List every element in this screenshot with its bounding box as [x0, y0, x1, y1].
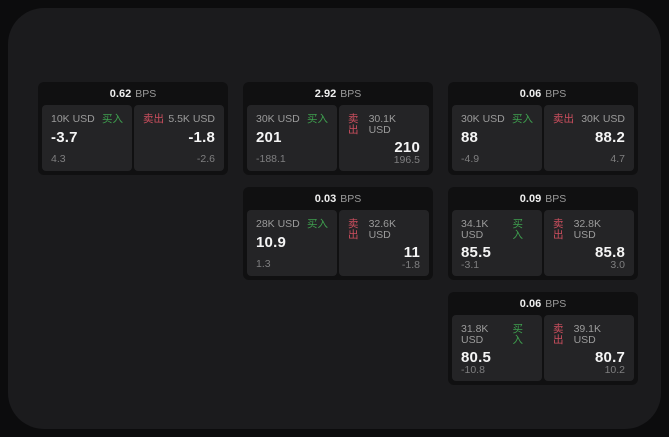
sell-side-label: 卖出 [348, 113, 359, 136]
buy-side-label: 买入 [307, 113, 328, 125]
buy-tile[interactable]: 30K USD 买入 88 -4.9 [452, 105, 542, 171]
bps-unit-label: BPS [340, 192, 362, 205]
bps-unit-label: BPS [545, 297, 567, 310]
buy-price: 10.9 [256, 233, 286, 251]
buy-delta: -3.1 [461, 259, 480, 271]
sell-tile[interactable]: 卖出 32.8K USD 85.8 3.0 [544, 210, 634, 276]
sell-side-label: 卖出 [348, 218, 359, 241]
buy-tile[interactable]: 30K USD 买入 201 -188.1 [247, 105, 337, 171]
buy-delta: -188.1 [256, 152, 286, 165]
sell-tile[interactable]: 卖出 5.5K USD -1.8 -2.6 [134, 105, 224, 171]
quote-card: 0.09 BPS 34.1K USD 买入 85.5 -3.1 卖出 32.8K… [448, 187, 638, 280]
buy-amount: 30K USD [461, 113, 505, 125]
buy-price: 80.5 [461, 349, 491, 366]
bps-unit-label: BPS [340, 87, 362, 100]
sell-delta: -1.8 [401, 259, 420, 271]
bps-unit-label: BPS [545, 192, 567, 205]
buy-amount: 34.1K USD [461, 218, 489, 241]
spread-bps-value: 0.03 [314, 192, 337, 205]
spread-bps-value: 0.09 [519, 192, 542, 205]
sell-tile[interactable]: 卖出 30.1K USD 210 196.5 [339, 105, 429, 171]
spread-bps-value: 0.06 [519, 297, 542, 310]
sell-amount: 39.1K USD [573, 323, 602, 346]
sell-side-label: 卖出 [553, 218, 564, 241]
spread-bps-value: 2.92 [314, 87, 337, 100]
sell-delta: 196.5 [393, 154, 420, 166]
quote-card: 0.06 BPS 31.8K USD 买入 80.5 -10.8 卖出 39.1… [448, 292, 638, 385]
buy-side-label: 买入 [512, 218, 523, 241]
buy-delta: 4.3 [51, 152, 66, 165]
sell-tile[interactable]: 卖出 32.6K USD 11 -1.8 [339, 210, 429, 276]
buy-amount: 30K USD [256, 113, 300, 125]
sell-side-label: 卖出 [143, 113, 164, 125]
quote-card-grid: 0.62 BPS 10K USD 买入 -3.7 4.3 卖出 5.5K USD [38, 82, 638, 385]
sell-tile[interactable]: 卖出 30K USD 88.2 4.7 [544, 105, 634, 171]
sell-delta: -2.6 [196, 152, 215, 165]
buy-amount: 28K USD [256, 218, 300, 230]
sell-amount: 32.6K USD [368, 218, 397, 241]
sell-amount: 30.1K USD [368, 113, 397, 136]
sell-price: 85.8 [595, 244, 625, 261]
app-panel: 0.62 BPS 10K USD 买入 -3.7 4.3 卖出 5.5K USD [8, 8, 661, 429]
quote-card: 0.03 BPS 28K USD 买入 10.9 1.3 卖出 32.6K US… [243, 187, 433, 280]
card-header: 0.62 BPS [42, 82, 224, 105]
buy-side-label: 买入 [307, 218, 328, 230]
buy-side-label: 买入 [512, 323, 523, 346]
buy-side-label: 买入 [512, 113, 533, 125]
buy-tile[interactable]: 28K USD 买入 10.9 1.3 [247, 210, 337, 276]
sell-delta: 3.0 [610, 259, 625, 271]
card-header: 2.92 BPS [247, 82, 429, 105]
buy-price: 88 [461, 128, 479, 146]
bps-unit-label: BPS [135, 87, 157, 100]
card-header: 0.06 BPS [452, 292, 634, 315]
sell-price: 11 [403, 244, 420, 261]
sell-delta: 10.2 [604, 364, 625, 376]
buy-tile[interactable]: 31.8K USD 买入 80.5 -10.8 [452, 315, 542, 381]
buy-side-label: 买入 [102, 113, 123, 125]
buy-tile[interactable]: 34.1K USD 买入 85.5 -3.1 [452, 210, 542, 276]
card-header: 0.03 BPS [247, 187, 429, 210]
spread-bps-value: 0.62 [109, 87, 132, 100]
buy-amount: 10K USD [51, 113, 95, 125]
sell-amount: 30K USD [581, 113, 625, 125]
sell-amount: 5.5K USD [168, 113, 215, 125]
quote-card: 2.92 BPS 30K USD 买入 201 -188.1 卖出 30.1K … [243, 82, 433, 175]
quote-card: 0.62 BPS 10K USD 买入 -3.7 4.3 卖出 5.5K USD [38, 82, 228, 175]
bps-unit-label: BPS [545, 87, 567, 100]
quote-card: 0.06 BPS 30K USD 买入 88 -4.9 卖出 30K USD [448, 82, 638, 175]
spread-bps-value: 0.06 [519, 87, 542, 100]
sell-price: 210 [394, 139, 420, 156]
sell-side-label: 卖出 [553, 113, 574, 125]
card-header: 0.09 BPS [452, 187, 634, 210]
sell-delta: 4.7 [610, 152, 625, 165]
buy-delta: 1.3 [256, 257, 271, 270]
buy-delta: -4.9 [461, 152, 480, 165]
sell-tile[interactable]: 卖出 39.1K USD 80.7 10.2 [544, 315, 634, 381]
sell-price: 88.2 [595, 128, 625, 146]
buy-price: 85.5 [461, 244, 491, 261]
buy-amount: 31.8K USD [461, 323, 489, 346]
buy-tile[interactable]: 10K USD 买入 -3.7 4.3 [42, 105, 132, 171]
sell-price: -1.8 [188, 128, 215, 146]
card-header: 0.06 BPS [452, 82, 634, 105]
buy-price: 201 [256, 128, 282, 146]
sell-amount: 32.8K USD [573, 218, 602, 241]
sell-price: 80.7 [595, 349, 625, 366]
buy-price: -3.7 [51, 128, 78, 146]
sell-side-label: 卖出 [553, 323, 564, 346]
buy-delta: -10.8 [461, 364, 485, 376]
